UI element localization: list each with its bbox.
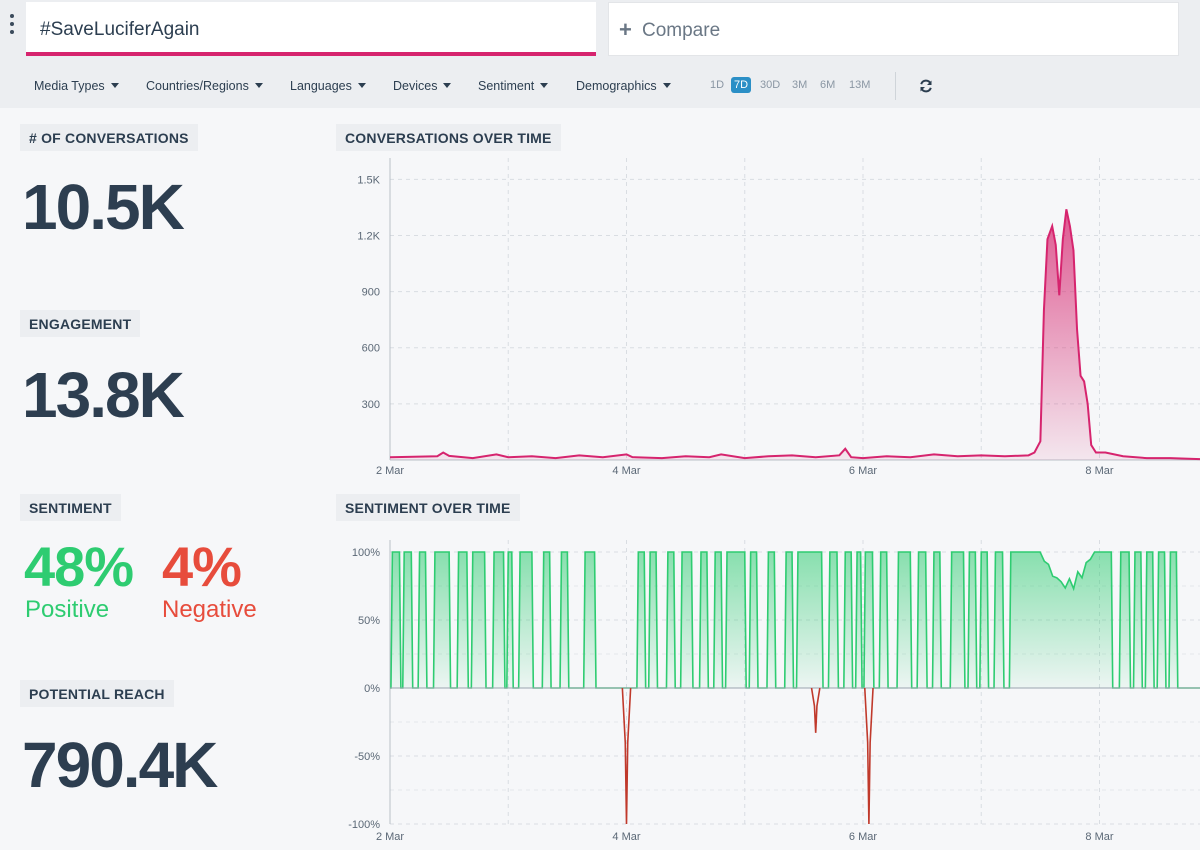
- x-tick-label: 4 Mar: [612, 465, 640, 477]
- y-tick-label: 600: [362, 343, 380, 355]
- x-tick-label: 2 Mar: [376, 831, 404, 843]
- negative-spike: [810, 687, 821, 733]
- range-13m[interactable]: 13M: [849, 79, 871, 91]
- x-tick-label: 6 Mar: [849, 465, 877, 477]
- x-tick-label: 2 Mar: [376, 465, 404, 477]
- filter-sentiment[interactable]: Sentiment: [478, 79, 549, 93]
- chevron-down-icon: [254, 83, 263, 88]
- range-1d[interactable]: 1D: [710, 79, 725, 91]
- x-tick-label: 8 Mar: [1085, 831, 1113, 843]
- negative-spike: [621, 687, 632, 825]
- compare-label: Compare: [642, 20, 721, 41]
- plus-icon: +: [619, 17, 632, 42]
- search-input[interactable]: #SaveLuciferAgain: [26, 2, 596, 56]
- y-tick-label: 900: [362, 287, 380, 299]
- filter-bar: Media Types Countries/Regions Languages …: [0, 72, 1200, 100]
- y-tick-label: -100%: [348, 819, 380, 831]
- sentiment-positive-area: [390, 552, 1200, 688]
- y-tick-label: 0%: [364, 683, 380, 695]
- conversations-chart-title: CONVERSATIONS OVER TIME: [336, 124, 561, 151]
- filter-demographics[interactable]: Demographics: [576, 79, 671, 93]
- negative-label: Negative: [162, 596, 257, 623]
- x-tick-label: 8 Mar: [1085, 465, 1113, 477]
- y-tick-label: 1.2K: [357, 230, 380, 242]
- sentiment-chart-title: SENTIMENT OVER TIME: [336, 494, 520, 521]
- engagement-label: ENGAGEMENT: [20, 310, 141, 337]
- engagement-value: 13.8K: [22, 359, 185, 431]
- filter-media-types[interactable]: Media Types: [34, 79, 119, 93]
- range-6m[interactable]: 6M: [820, 79, 836, 91]
- conversations-area: [390, 209, 1200, 460]
- range-30d[interactable]: 30D: [760, 79, 781, 91]
- sentiment-label: SENTIMENT: [20, 494, 121, 521]
- y-tick-label: 100%: [352, 547, 380, 559]
- filter-devices[interactable]: Devices: [393, 79, 452, 93]
- conversations-label: # OF CONVERSATIONS: [20, 124, 198, 151]
- conversations-line: [389, 209, 1200, 461]
- negative-spike: [863, 687, 874, 825]
- search-query: #SaveLuciferAgain: [40, 19, 200, 40]
- x-tick-label: 4 Mar: [612, 831, 640, 843]
- divider: [895, 72, 896, 100]
- more-options-icon[interactable]: [6, 14, 18, 40]
- y-tick-label: 1.5K: [357, 174, 380, 186]
- reach-value: 790.4K: [22, 729, 218, 801]
- filter-countries-regions[interactable]: Countries/Regions: [146, 79, 263, 93]
- y-tick-label: 50%: [358, 615, 380, 627]
- chevron-down-icon: [443, 83, 452, 88]
- x-tick-label: 6 Mar: [849, 831, 877, 843]
- chevron-down-icon: [662, 83, 671, 88]
- filter-languages[interactable]: Languages: [290, 79, 366, 93]
- range-3m[interactable]: 3M: [792, 79, 808, 91]
- chevron-down-icon: [540, 83, 549, 88]
- negative-percent: 4%: [162, 535, 242, 598]
- conversations-value: 10.5K: [22, 171, 185, 243]
- chevron-down-icon: [357, 83, 366, 88]
- positive-label: Positive: [25, 596, 110, 623]
- reach-label: POTENTIAL REACH: [20, 680, 174, 707]
- range-7d[interactable]: 7D: [731, 77, 752, 93]
- compare-button[interactable]: + Compare: [608, 2, 1179, 56]
- top-bar: #SaveLuciferAgain + Compare Media Types …: [0, 0, 1200, 108]
- y-tick-label: 300: [362, 399, 380, 411]
- refresh-icon[interactable]: [918, 78, 934, 94]
- chevron-down-icon: [110, 83, 119, 88]
- sentiment-positive-line: [390, 551, 1200, 689]
- y-tick-label: -50%: [354, 751, 380, 763]
- positive-percent: 48%: [24, 535, 134, 598]
